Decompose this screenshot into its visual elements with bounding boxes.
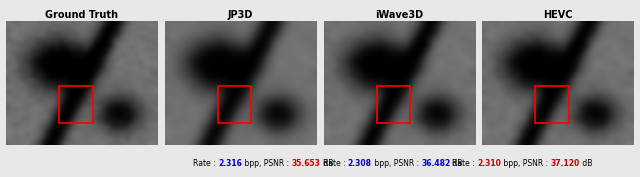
Text: dB: dB <box>451 159 463 168</box>
Text: 37.120: 37.120 <box>550 159 580 168</box>
Text: 2.316: 2.316 <box>218 159 243 168</box>
Text: dB: dB <box>580 159 592 168</box>
Text: 35.653: 35.653 <box>292 159 321 168</box>
Text: bpp, PSNR :: bpp, PSNR : <box>372 159 421 168</box>
Text: 2.308: 2.308 <box>348 159 372 168</box>
Text: 36.482: 36.482 <box>421 159 451 168</box>
Text: bpp, PSNR :: bpp, PSNR : <box>243 159 292 168</box>
Title: Ground Truth: Ground Truth <box>45 10 118 21</box>
Bar <box>536 86 568 123</box>
Text: Rate :: Rate : <box>452 159 477 168</box>
Text: Rate :: Rate : <box>323 159 348 168</box>
Bar <box>218 86 252 123</box>
Title: JP3D: JP3D <box>228 10 253 21</box>
Title: iWave3D: iWave3D <box>375 10 424 21</box>
Bar <box>377 86 410 123</box>
Title: HEVC: HEVC <box>543 10 573 21</box>
Text: dB: dB <box>321 159 333 168</box>
Text: 2.310: 2.310 <box>477 159 501 168</box>
Bar <box>60 86 93 123</box>
Text: bpp, PSNR :: bpp, PSNR : <box>501 159 550 168</box>
Text: Rate :: Rate : <box>193 159 218 168</box>
